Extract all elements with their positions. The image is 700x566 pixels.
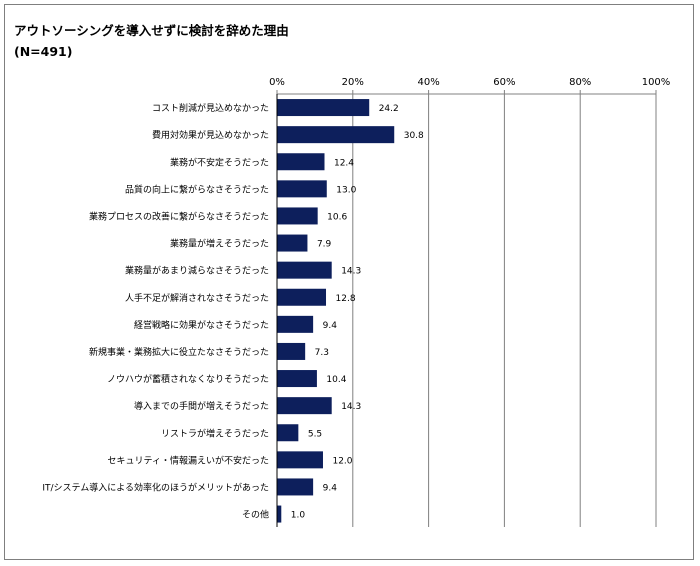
x-tick-label: 0%: [269, 77, 285, 88]
bar-5: [277, 207, 318, 225]
value-label: 7.3: [315, 348, 329, 358]
value-label: 14.3: [341, 267, 361, 277]
bar-10: [277, 342, 306, 360]
value-label: 13.0: [336, 185, 356, 195]
value-label: 10.6: [327, 212, 347, 222]
category-label: 業務量が増えそうだった: [170, 238, 269, 250]
value-label: 7.9: [317, 240, 332, 250]
category-label: 導入までの手間が増えそうだった: [134, 400, 269, 412]
bar-11: [277, 370, 317, 388]
x-tick-label: 40%: [417, 77, 439, 88]
value-label: 12.8: [336, 294, 356, 304]
category-label: 経営戦略に効果がなさそうだった: [134, 319, 269, 331]
x-tick-label: 60%: [493, 77, 515, 88]
chart-subtitle: (N=491): [14, 44, 73, 59]
value-label: 12.4: [334, 158, 354, 168]
bar-15: [277, 478, 314, 496]
bar-1: [277, 99, 370, 117]
value-label: 1.0: [291, 511, 306, 521]
category-label: 業務プロセスの改善に繋がらなさそうだった: [89, 210, 269, 222]
category-label: セキュリティ・情報漏えいが不安だった: [108, 454, 269, 466]
x-tick-label: 80%: [569, 77, 591, 88]
bar-7: [277, 261, 332, 279]
value-label: 5.5: [308, 429, 322, 439]
category-label: ノウハウが蓄積されなくなりそうだった: [107, 373, 269, 385]
value-label: 9.4: [323, 483, 338, 493]
category-label: 費用対効果が見込めなかった: [152, 129, 269, 141]
category-label: 業務量があまり減らなさそうだった: [125, 265, 269, 277]
bar-14: [277, 451, 323, 469]
category-label: 品質の向上に繋がらなさそうだった: [125, 183, 269, 195]
bar-16: [277, 505, 282, 523]
bar-2: [277, 126, 395, 144]
x-tick-label: 100%: [642, 77, 671, 88]
category-label: リストラが増えそうだった: [161, 427, 269, 439]
bar-4: [277, 180, 327, 198]
bar-3: [277, 153, 325, 171]
bar-9: [277, 315, 314, 333]
bar-13: [277, 424, 299, 442]
value-label: 12.0: [332, 456, 352, 466]
category-label: 新規事業・業務拡大に役立たなさそうだった: [89, 346, 269, 358]
category-label: IT/システム導入による効率化のほうがメリットがあった: [42, 481, 269, 493]
chart-title: アウトソーシングを導入せずに検討を辞めた理由: [14, 23, 289, 38]
category-label: 人手不足が解消されなさそうだった: [125, 292, 269, 304]
chart-frame: [4, 4, 694, 560]
value-label: 24.2: [379, 104, 399, 114]
value-label: 30.8: [404, 131, 424, 141]
value-label: 9.4: [323, 321, 338, 331]
bar-6: [277, 234, 308, 252]
bar-8: [277, 288, 327, 306]
value-label: 14.3: [341, 402, 361, 412]
category-label: 業務が不安定そうだった: [170, 156, 269, 168]
x-tick-label: 20%: [342, 77, 364, 88]
bar-12: [277, 397, 332, 415]
category-label: コスト削減が見込めなかった: [152, 102, 269, 114]
value-label: 10.4: [326, 375, 346, 385]
category-label: その他: [242, 509, 269, 521]
